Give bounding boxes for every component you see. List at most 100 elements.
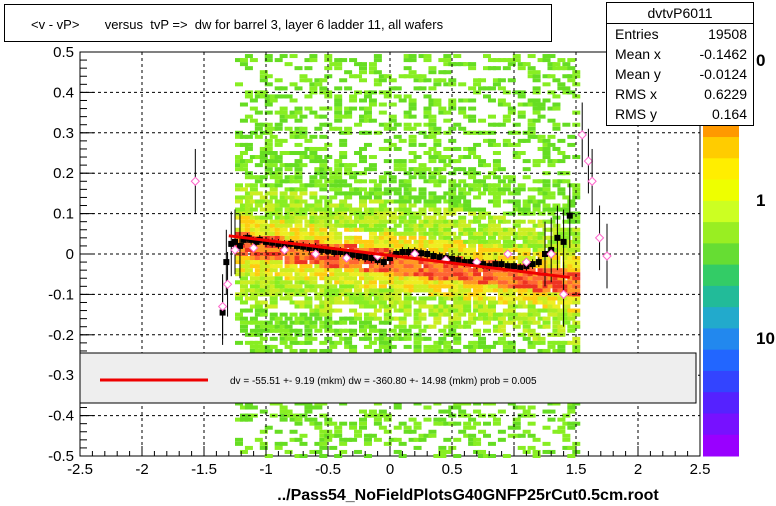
heatmap-cell xyxy=(438,223,447,228)
heatmap-cell xyxy=(423,151,432,155)
heatmap-cell xyxy=(249,183,258,188)
heatmap-cell xyxy=(507,320,516,325)
heatmap-cell xyxy=(344,296,353,301)
heatmap-cell xyxy=(264,288,273,293)
heatmap-cell xyxy=(304,288,313,293)
x-tick-label: -1.5 xyxy=(191,461,217,478)
heatmap-cell xyxy=(239,231,248,236)
heatmap-cell xyxy=(438,264,447,269)
heatmap-cell xyxy=(274,316,283,321)
heatmap-cell xyxy=(244,199,253,204)
heatmap-cell xyxy=(433,223,442,228)
heatmap-cell xyxy=(453,146,462,151)
heatmap-cell xyxy=(398,138,407,143)
heatmap-cell xyxy=(458,308,467,313)
heatmap-cell xyxy=(512,316,521,321)
heatmap-cell xyxy=(463,62,472,67)
heatmap-cell xyxy=(542,54,551,59)
heatmap-cell xyxy=(264,320,273,325)
profile-point xyxy=(240,236,247,243)
heatmap-cell xyxy=(537,292,546,297)
heatmap-cell xyxy=(438,328,447,333)
heatmap-cell xyxy=(512,425,521,430)
heatmap-cell xyxy=(378,179,387,184)
heatmap-cell xyxy=(473,215,482,220)
heatmap-cell xyxy=(274,122,283,127)
heatmap-cell xyxy=(478,243,487,248)
heatmap-cell xyxy=(398,280,407,285)
heatmap-cell xyxy=(433,155,442,160)
heatmap-cell xyxy=(309,348,318,353)
heatmap-cell xyxy=(537,134,546,139)
heatmap-cell xyxy=(408,219,417,224)
heatmap-cell xyxy=(473,288,482,293)
heatmap-cell xyxy=(483,433,491,438)
heatmap-cell xyxy=(552,223,561,228)
heatmap-cell xyxy=(354,74,363,79)
heatmap-cell xyxy=(403,304,412,309)
heatmap-cell xyxy=(349,239,358,244)
heatmap-cell xyxy=(542,320,551,325)
heatmap-cell xyxy=(249,328,258,333)
heatmap-cell xyxy=(279,409,288,414)
heatmap-cell xyxy=(284,296,293,301)
heatmap-cell xyxy=(517,138,526,143)
heatmap-cell xyxy=(527,276,536,281)
heatmap-cell xyxy=(428,215,437,220)
heatmap-cell xyxy=(249,405,258,410)
heatmap-cell xyxy=(314,219,323,224)
heatmap-cell xyxy=(319,219,328,224)
heatmap-cell xyxy=(383,207,392,212)
heatmap-cell xyxy=(413,122,422,127)
heatmap-cell xyxy=(428,195,437,200)
heatmap-cell xyxy=(368,215,377,220)
heatmap-cell xyxy=(249,215,258,220)
heatmap-cell xyxy=(428,429,437,434)
heatmap-cell xyxy=(334,454,343,458)
heatmap-cell xyxy=(562,304,571,309)
y-tick-label: 0.4 xyxy=(53,84,74,101)
heatmap-cell xyxy=(497,312,506,317)
heatmap-cell xyxy=(438,231,447,236)
heatmap-cell xyxy=(572,191,581,196)
heatmap-cell xyxy=(349,171,358,176)
heatmap-cell xyxy=(448,348,457,353)
heatmap-cell xyxy=(562,320,571,325)
heatmap-cell xyxy=(349,227,358,232)
heatmap-cell xyxy=(239,280,248,285)
heatmap-cell xyxy=(279,280,288,285)
heatmap-cell xyxy=(413,344,422,349)
heatmap-cell xyxy=(398,183,407,188)
heatmap-cell xyxy=(244,268,253,273)
heatmap-cell xyxy=(557,268,566,273)
heatmap-cell xyxy=(428,272,437,277)
open-marker xyxy=(222,279,233,290)
heatmap-cell xyxy=(294,316,303,321)
heatmap-cell xyxy=(334,86,343,91)
heatmap-cell xyxy=(314,316,323,321)
heatmap-cell xyxy=(289,260,298,265)
profile-point xyxy=(306,244,313,251)
heatmap-cell xyxy=(438,155,447,160)
heatmap-cell xyxy=(319,445,328,450)
heatmap-cell xyxy=(438,58,447,63)
heatmap-cell xyxy=(314,328,323,333)
heatmap-cell xyxy=(542,203,551,208)
heatmap-cell xyxy=(512,235,521,240)
heatmap-cell xyxy=(354,272,363,277)
heatmap-cell xyxy=(448,239,457,244)
heatmap-cell xyxy=(344,207,353,212)
heatmap-cell xyxy=(314,239,323,244)
heatmap-cell xyxy=(284,280,293,285)
heatmap-cell xyxy=(284,179,293,184)
heatmap-cell xyxy=(299,134,308,139)
heatmap-cell xyxy=(324,203,333,208)
heatmap-cell xyxy=(279,328,288,333)
heatmap-cell xyxy=(274,58,283,63)
heatmap-cell xyxy=(264,122,273,127)
heatmap-cell xyxy=(383,296,392,301)
heatmap-cell xyxy=(453,235,462,240)
heatmap-cell xyxy=(527,256,536,261)
heatmap-cell xyxy=(557,300,566,305)
heatmap-cell xyxy=(344,126,353,131)
